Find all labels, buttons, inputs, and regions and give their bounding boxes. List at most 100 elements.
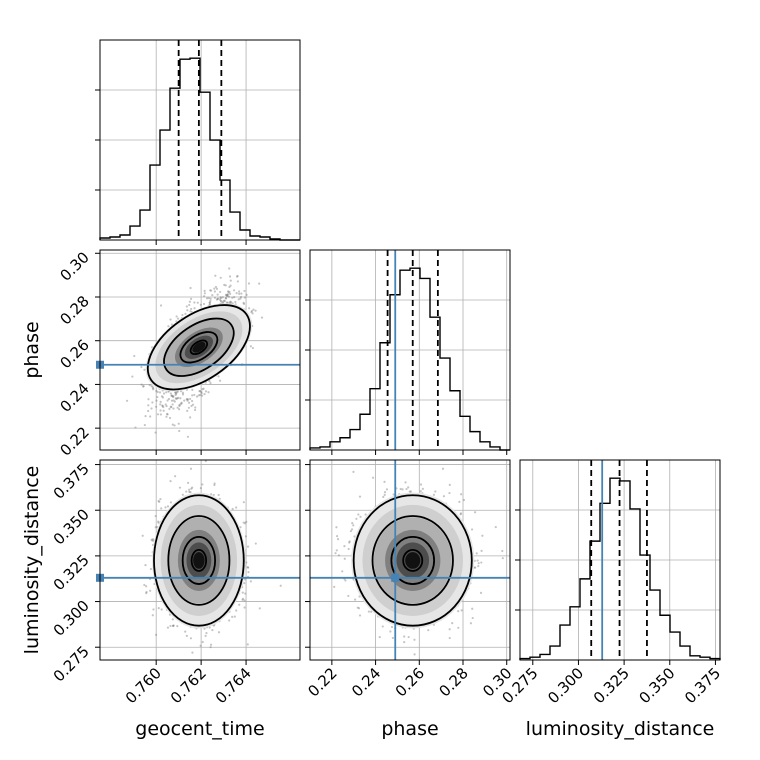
sample-point (157, 499, 160, 503)
sample-point (190, 399, 194, 403)
sample-point (180, 401, 183, 404)
sample-point (341, 570, 344, 573)
sample-point (159, 413, 163, 416)
sample-point (216, 297, 220, 300)
sample-point (359, 515, 362, 518)
sample-point (252, 308, 255, 311)
sample-point (358, 595, 361, 598)
sample-point (178, 408, 181, 411)
sample-point (175, 391, 178, 394)
y-tick-label: 0.275 (50, 642, 93, 685)
sample-point (152, 608, 155, 611)
sample-point (235, 506, 238, 509)
sample-point (383, 480, 386, 483)
sample-point (155, 405, 158, 408)
sample-point (144, 415, 147, 418)
sample-point (166, 626, 170, 629)
sample-point (209, 643, 213, 646)
sample-point (244, 535, 247, 538)
sample-point (382, 495, 385, 499)
sample-point (194, 406, 197, 409)
sample-point (200, 390, 203, 394)
sample-point (244, 592, 247, 595)
contour-line (179, 331, 219, 364)
sample-point (231, 296, 234, 299)
sample-point (145, 590, 148, 594)
sample-point (198, 390, 201, 393)
sample-point (165, 415, 168, 418)
sample-point (242, 302, 246, 305)
sample-point (225, 294, 229, 297)
sample-point (237, 298, 240, 301)
sample-point (157, 521, 160, 524)
sample-point (211, 294, 214, 297)
sample-point (199, 393, 202, 397)
sample-point (215, 298, 219, 301)
sample-point (164, 506, 167, 509)
sample-point (161, 404, 164, 408)
sample-point (161, 396, 165, 399)
sample-point (343, 545, 346, 548)
histogram-luminosity_distance (515, 459, 721, 661)
sample-point (166, 413, 169, 416)
sample-point (251, 346, 255, 350)
sample-point (236, 275, 239, 278)
sample-point (175, 397, 178, 400)
sample-point (209, 381, 212, 385)
sample-point (477, 565, 480, 568)
sample-point (215, 287, 219, 290)
sample-point (231, 507, 234, 511)
sample-point (144, 563, 147, 567)
sample-point (334, 552, 337, 555)
sample-point (134, 426, 137, 429)
panel-content (310, 460, 510, 660)
sample-point (218, 379, 222, 382)
sample-point (189, 637, 193, 640)
scatter-panel-phase-luminosity_distance (305, 459, 511, 661)
sample-point (448, 636, 451, 640)
sample-point (214, 274, 217, 277)
sample-point (152, 388, 155, 391)
sample-point (421, 487, 424, 490)
sample-point (419, 483, 423, 486)
sample-point (169, 480, 172, 483)
sample-point (166, 412, 169, 416)
sample-point (148, 384, 151, 387)
sample-point (247, 566, 250, 569)
sample-point (470, 528, 474, 531)
density-level (193, 552, 205, 569)
sample-point (205, 631, 208, 635)
sample-point (457, 610, 460, 613)
sample-point (133, 354, 136, 358)
panel-frame (99, 39, 301, 241)
sample-point (246, 643, 249, 646)
sample-point (176, 625, 179, 628)
sample-point (169, 501, 173, 504)
sample-point (217, 631, 221, 634)
sample-point (228, 285, 231, 289)
sample-point (246, 566, 249, 569)
sample-point (219, 290, 222, 294)
sample-point (251, 312, 254, 315)
sample-point (213, 296, 217, 299)
sample-point (209, 299, 212, 302)
sample-point (419, 489, 422, 493)
sample-point (160, 608, 163, 611)
x-axis-label-luminosity_distance: luminosity_distance (526, 718, 715, 740)
sample-point (216, 293, 219, 296)
sample-point (189, 310, 192, 313)
sample-point (226, 293, 229, 296)
sample-point (364, 513, 367, 516)
sample-point (193, 307, 196, 310)
sample-point (170, 394, 173, 397)
sample-point (208, 301, 211, 304)
sample-point (150, 384, 153, 388)
sample-point (473, 511, 477, 514)
sample-point (205, 297, 209, 300)
sample-point (219, 297, 223, 300)
sample-point (190, 404, 193, 408)
sample-point (201, 640, 204, 644)
sample-point (178, 429, 181, 433)
sample-point (476, 559, 479, 562)
sample-point (203, 295, 206, 298)
